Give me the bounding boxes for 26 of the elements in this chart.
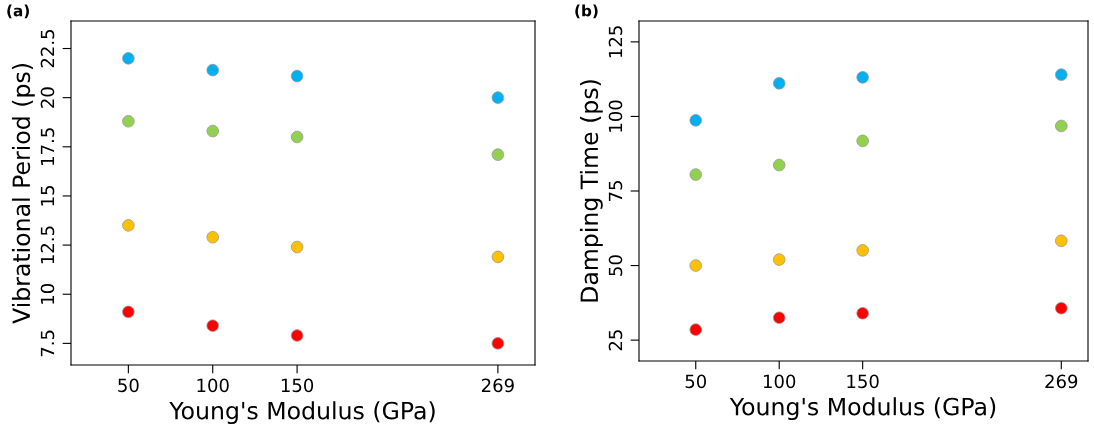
- y-axis-title: Damping Time (ps): [579, 80, 603, 302]
- y-tick-label: 20: [40, 87, 55, 108]
- y-tick-label: 50: [608, 255, 623, 276]
- y-tick-label: 125: [608, 26, 623, 58]
- y-tick-label: 10: [40, 283, 55, 304]
- x-axis-title: Young's Modulus (GPa): [729, 397, 996, 421]
- y-tick-label: 15: [40, 186, 55, 206]
- chart-title: (b): [575, 4, 598, 19]
- y-tick-label: 22.5: [40, 30, 55, 68]
- x-tick-label: 100: [197, 378, 229, 393]
- y-tick-label: 17.5: [40, 128, 55, 165]
- x-axis-title: Young's Modulus (GPa): [169, 401, 435, 425]
- y-tick-label: 75: [608, 181, 623, 202]
- y-tick-label: 100: [608, 100, 623, 132]
- y-tick-label: 7.5: [40, 330, 55, 357]
- y-tick-label: 12.5: [40, 226, 55, 264]
- x-tick-label: 50: [118, 378, 139, 393]
- y-axis-title: Vibrational Period (ps): [11, 64, 35, 324]
- x-tick-label: 269: [1045, 374, 1078, 389]
- y-tick-label: 25: [608, 330, 623, 351]
- chart-title: (a): [7, 4, 29, 19]
- x-tick-label: 100: [763, 374, 796, 389]
- x-tick-label: 269: [481, 378, 514, 393]
- x-tick-label: 150: [281, 378, 314, 393]
- x-tick-label: 50: [685, 374, 707, 389]
- x-tick-label: 150: [847, 374, 879, 389]
